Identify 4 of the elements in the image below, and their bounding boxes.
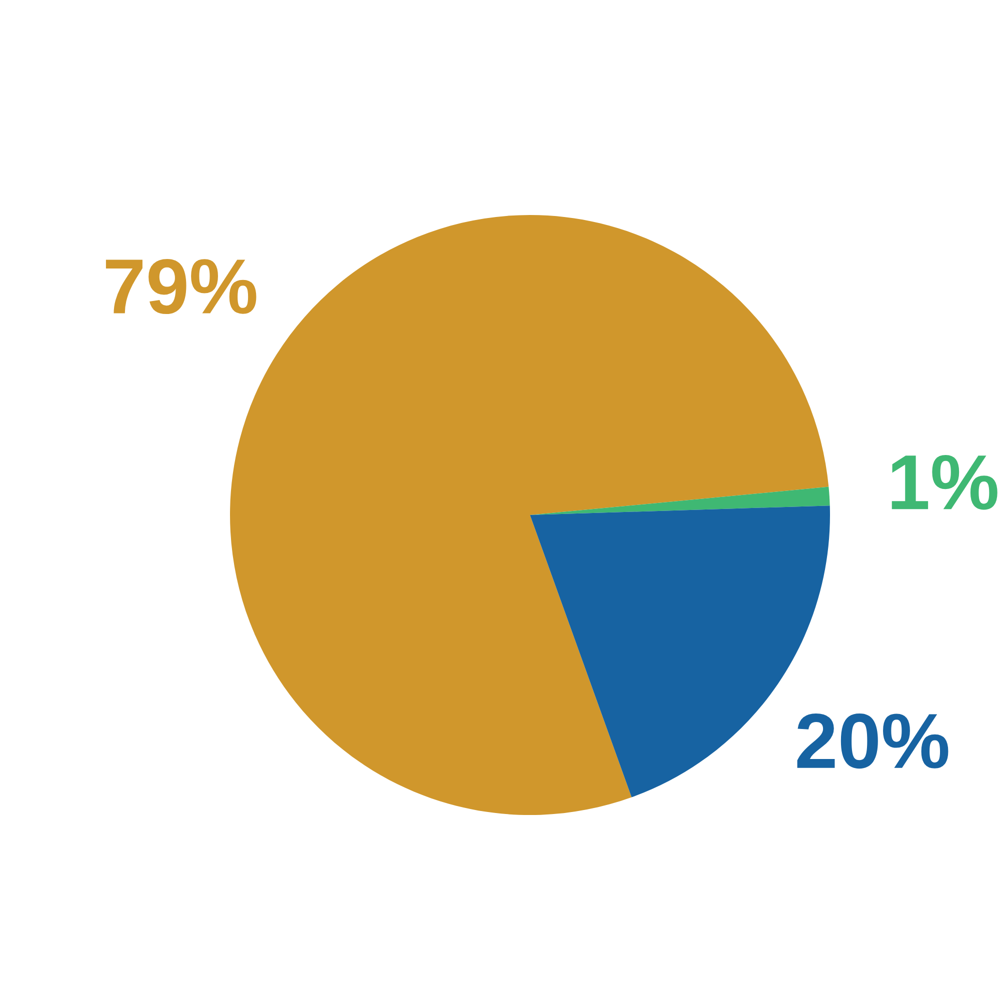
pie-slice	[530, 486, 830, 515]
data-label: 1%	[892, 455, 998, 510]
data-label: 20%	[797, 714, 948, 769]
data-label: 79%	[106, 258, 256, 314]
